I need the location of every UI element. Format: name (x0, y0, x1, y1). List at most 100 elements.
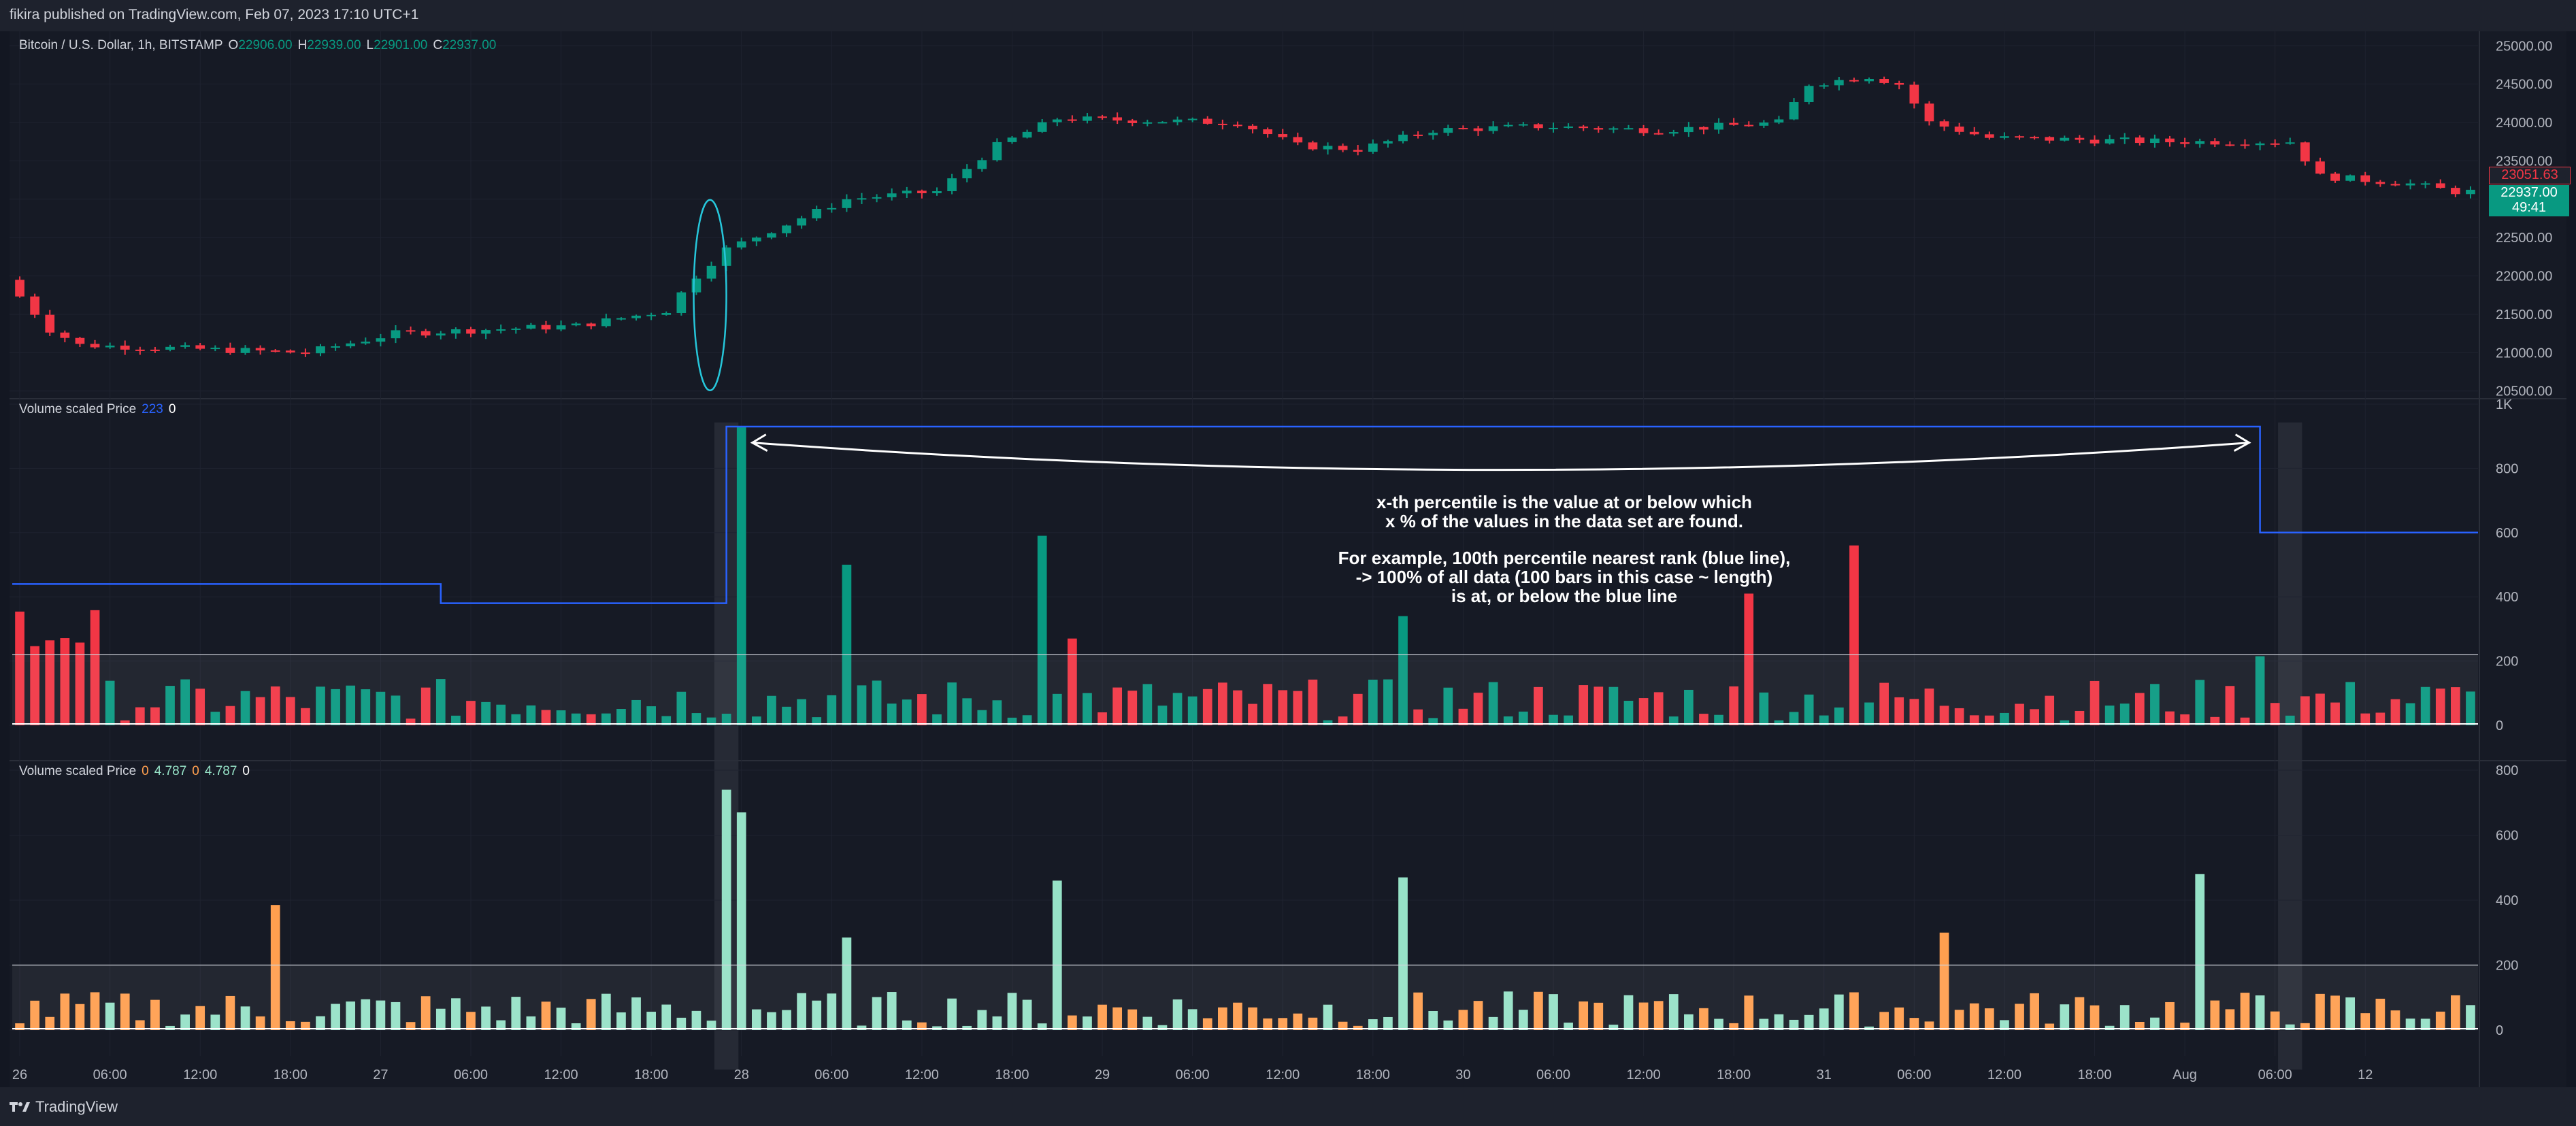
indicator2-bar (1909, 1018, 1919, 1030)
indicator1-bar (526, 705, 536, 725)
candle-body (1984, 134, 1994, 138)
indicator1-bar (301, 708, 310, 725)
indicator1-bar (992, 700, 1002, 725)
candle-body (2300, 142, 2310, 162)
indicator1-bar (466, 701, 476, 725)
indicator2-bar (1278, 1018, 1288, 1030)
indicator1-bar (1864, 702, 1874, 725)
indicator2-bar (1353, 1025, 1363, 1030)
indicator2-bar (2330, 995, 2340, 1030)
indicator1-bar (1909, 699, 1919, 725)
indicator1-bar (30, 646, 39, 725)
indicator1-legend[interactable]: Volume scaled Price 223 0 (19, 402, 181, 417)
time-axis-label: 06:00 (814, 1067, 848, 1082)
candle-body (1668, 132, 1679, 134)
indicator2-legend[interactable]: Volume scaled Price 0 4.787 0 4.787 0 (19, 764, 255, 779)
indicator2-bar (2466, 1005, 2475, 1030)
candle-body (2045, 137, 2055, 141)
indicator2-bar (225, 995, 235, 1030)
tradingview-brand[interactable]: TradingView (10, 1098, 118, 1116)
indicator2-axis-label: 200 (2496, 959, 2518, 974)
candle-body (2119, 137, 2130, 139)
indicator1-bar (2240, 717, 2250, 725)
ohlc-low: L22901.00 (366, 38, 428, 52)
indicator1-bar (812, 717, 822, 725)
candle-body (2345, 175, 2356, 181)
candle-body (1278, 134, 1288, 137)
indicator1-bar (1804, 694, 1814, 725)
indicator1-bar (2270, 703, 2280, 725)
indicator1-bar (1503, 716, 1513, 725)
indicator2-bar (2390, 1010, 2400, 1030)
annotation-line-2: x % of the values in the data set are fo… (1385, 511, 1743, 531)
indicator1-bar (1699, 714, 1708, 725)
indicator1-bar (1443, 687, 1453, 725)
candle-body (1488, 126, 1498, 131)
indicator1-bar (2119, 703, 2130, 725)
candle-body (2134, 137, 2145, 144)
candle-body (646, 314, 656, 316)
candle-body (376, 338, 386, 342)
candle-body (1909, 84, 1919, 104)
indicator1-bar (932, 714, 942, 725)
chart-svg[interactable]: 26 06:00 12:00 18:00 27 06:00 12:00 18:00 28 06:0… (10, 31, 2566, 1087)
indicator1-bar (2330, 702, 2340, 725)
time-axis-label: 06:00 (1897, 1067, 1931, 1082)
indicator1-bar (1774, 720, 1784, 725)
indicator1-bar (2390, 699, 2400, 725)
candle-body (601, 318, 611, 327)
indicator1-bar (225, 706, 235, 725)
price-axis-label: 24500.00 (2496, 78, 2552, 93)
indicator2-bar (135, 1020, 145, 1030)
indicator2-bar (481, 1006, 491, 1030)
indicator1-bar (1924, 689, 1934, 725)
chart-area[interactable]: 26 06:00 12:00 18:00 27 06:00 12:00 18:00 28 06:0… (10, 31, 2571, 1087)
indicator1-bar (541, 710, 551, 725)
indicator2-bar (767, 1012, 776, 1030)
ohlc-high: H22939.00 (297, 38, 361, 52)
candle-body (751, 237, 761, 242)
indicator1-bar (1608, 686, 1619, 725)
candle-body (1579, 126, 1589, 129)
candle-body (1458, 128, 1468, 130)
indicator2-bar (361, 999, 371, 1030)
indicator2-bar (872, 997, 882, 1030)
indicator1-bar (1127, 691, 1138, 725)
annotation-arrow (752, 442, 2249, 471)
indicator1-bar (1368, 679, 1378, 725)
indicator1-bar (887, 703, 897, 725)
candle-body (120, 345, 130, 350)
indicator1-bar (1518, 711, 1528, 725)
indicator1-mean-band (12, 655, 2478, 725)
indicator1-bar (616, 709, 626, 725)
candle-body (240, 348, 250, 353)
indicator1-bar (797, 699, 806, 725)
indicator2-bar (2360, 1013, 2371, 1030)
indicator2-axis-label: 400 (2496, 893, 2518, 908)
highlight-column (2278, 423, 2302, 1070)
indicator2-bar (1022, 999, 1032, 1030)
indicator2-bar (2030, 993, 2039, 1030)
indicator2-bar (736, 812, 746, 1030)
indicator2-bar (1458, 1010, 1468, 1030)
indicator2-bar (195, 1006, 205, 1030)
indicator2-bar (1233, 1002, 1242, 1030)
indicator1-bar (2315, 693, 2325, 725)
indicator2-bar (2375, 998, 2385, 1030)
indicator1-bar (2285, 715, 2295, 725)
candle-body (1684, 127, 1694, 133)
indicator2-bar (406, 1022, 416, 1030)
candle-body (1594, 128, 1604, 130)
indicator1-bar (1984, 715, 1994, 725)
indicator2-bar (887, 992, 897, 1030)
indicator1-bar (1834, 707, 1844, 725)
indicator1-value2: 0 (168, 402, 176, 416)
annotation-ellipse (693, 199, 727, 392)
indicator2-bar (150, 999, 160, 1030)
indicator2-bar (1984, 1008, 1994, 1030)
indicator1-bar (2420, 686, 2430, 725)
indicator2-bar (60, 993, 70, 1030)
price-axis-label: 22000.00 (2496, 269, 2552, 284)
candle-body (1819, 85, 1829, 87)
indicator1-bar (977, 710, 987, 725)
